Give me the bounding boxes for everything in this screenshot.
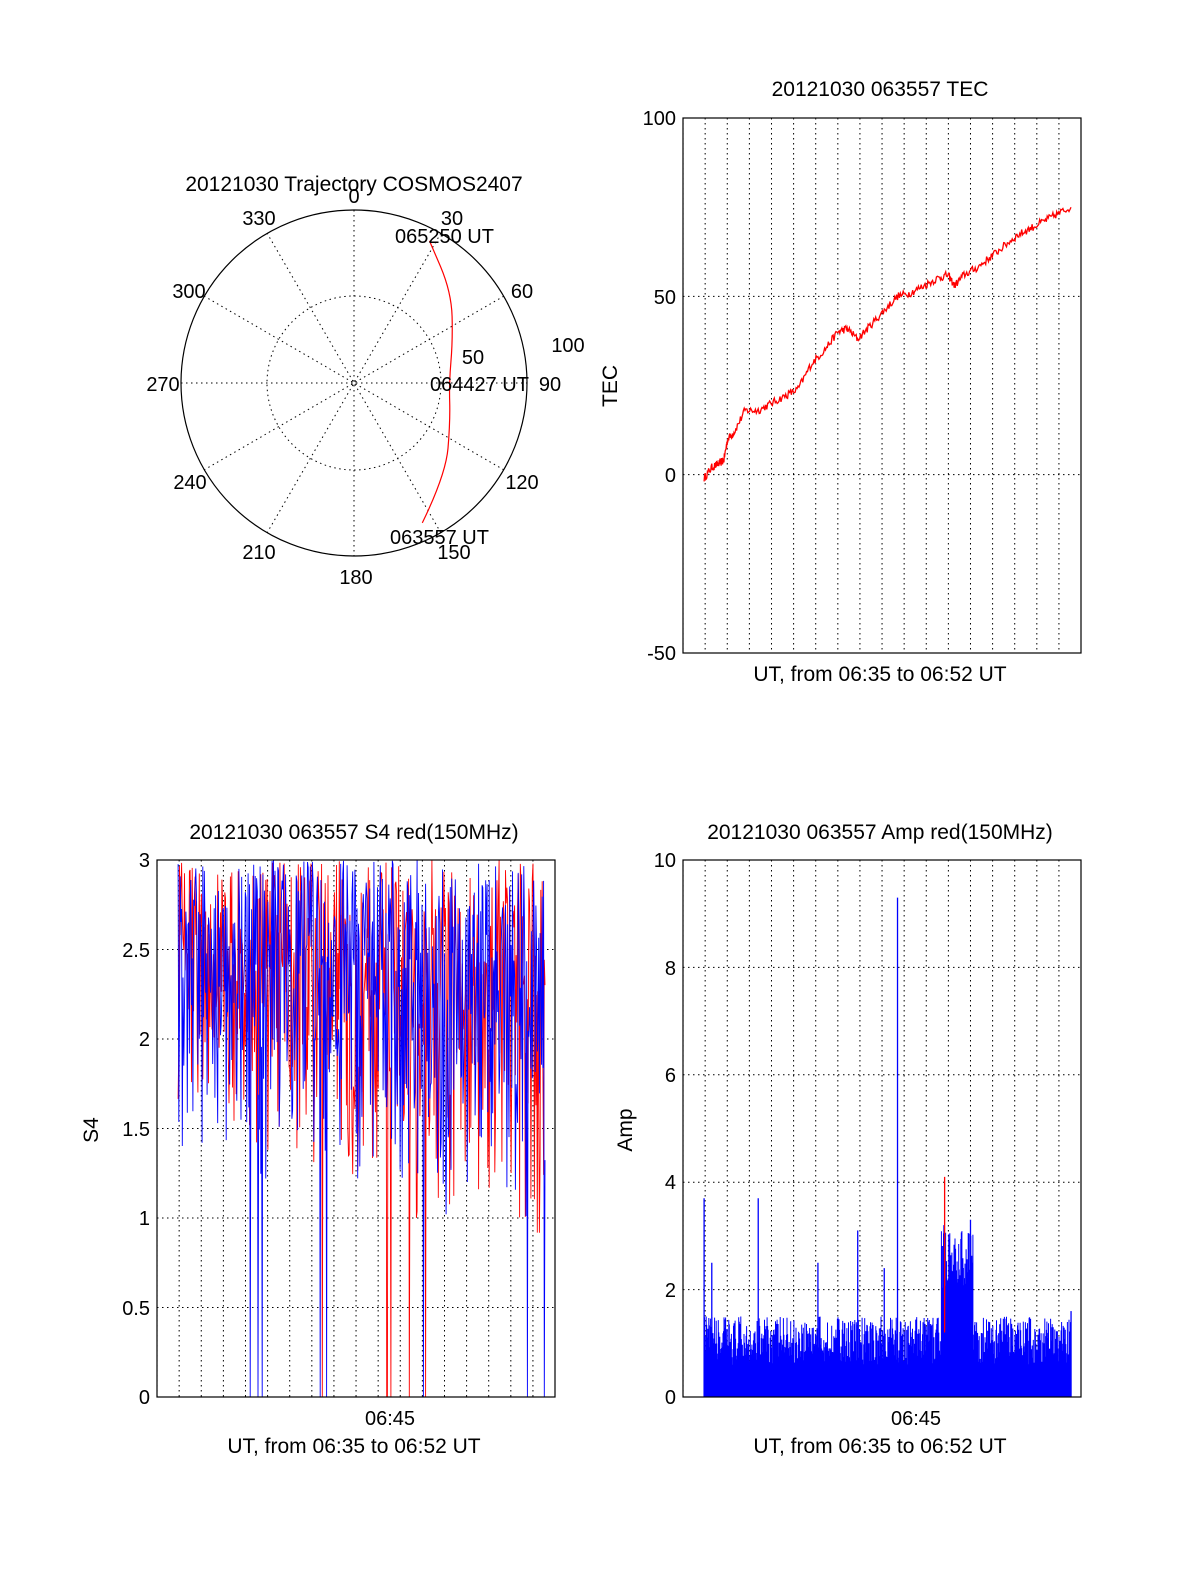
tec-ytick-100: 100 — [643, 108, 676, 130]
amp-ytick-8: 8 — [665, 958, 676, 980]
amp-ytick-6: 6 — [665, 1065, 676, 1087]
angle-label-0: 0 — [348, 186, 359, 208]
s4-series-blue — [177, 859, 546, 1398]
s4-xlabel: UT, from 06:35 to 06:52 UT — [227, 1435, 480, 1458]
radial-label-50: 50 — [462, 347, 484, 369]
s4-ytick-0: 0 — [139, 1387, 150, 1409]
tec-ytick-50: 50 — [654, 287, 676, 309]
tec-ytick-0: 0 — [665, 465, 676, 487]
tec-plot-frame — [682, 117, 1082, 654]
angle-label-240: 240 — [173, 472, 206, 494]
tec-panel: 20121030 063557 TEC 100 50 0 -50 TEC UT,… — [599, 78, 1082, 686]
polar-outer-circle — [180, 209, 528, 557]
s4-ylabel: S4 — [80, 1117, 103, 1143]
amp-ytick-10: 10 — [654, 850, 676, 872]
angle-label-210: 210 — [242, 542, 275, 564]
s4-ytick-2: 2 — [139, 1029, 150, 1051]
tec-xlabel: UT, from 06:35 to 06:52 UT — [753, 663, 1006, 686]
s4-xtick-0645: 06:45 — [365, 1408, 415, 1430]
angle-label-150: 150 — [437, 542, 470, 564]
angle-label-30: 30 — [441, 208, 463, 230]
amp-xtick-0645: 06:45 — [891, 1408, 941, 1430]
s4-series — [177, 859, 546, 1398]
angle-label-330: 330 — [242, 208, 275, 230]
amp-ytick-4: 4 — [665, 1172, 676, 1194]
amp-plot-frame — [682, 859, 1082, 1398]
s4-ytick-1: 1 — [139, 1208, 150, 1230]
amp-xlabel: UT, from 06:35 to 06:52 UT — [753, 1435, 1006, 1458]
s4-plot-frame — [156, 859, 556, 1398]
tec-ytick-neg50: -50 — [647, 643, 676, 665]
angle-label-180: 180 — [339, 567, 372, 589]
s4-ytick-2-5: 2.5 — [122, 940, 150, 962]
trajectory-panel: 20121030 Trajectory COSMOS2407 0 30 60 9… — [146, 173, 584, 589]
s4-panel: 20121030 063557 S4 red(150MHz) 3 2.5 2 1… — [80, 821, 556, 1458]
angle-label-270: 270 — [146, 374, 179, 396]
trajectory-start-time: 063557 UT — [390, 527, 489, 549]
trajectory-line — [421, 240, 453, 524]
polar-grid — [181, 210, 527, 556]
amp-series — [703, 897, 1072, 1397]
trajectory-title: 20121030 Trajectory COSMOS2407 — [185, 173, 522, 196]
angle-label-90: 90 — [539, 374, 561, 396]
trajectory-mid-time: 064427 UT — [430, 374, 529, 396]
s4-ytick-0-5: 0.5 — [122, 1298, 150, 1320]
amp-ylabel: Amp — [614, 1108, 637, 1151]
angle-label-300: 300 — [172, 281, 205, 303]
amp-ytick-2: 2 — [665, 1280, 676, 1302]
s4-ytick-1-5: 1.5 — [122, 1119, 150, 1141]
amp-title: 20121030 063557 Amp red(150MHz) — [707, 821, 1053, 844]
trajectory-end-time: 065250 UT — [395, 226, 494, 248]
angle-label-120: 120 — [505, 472, 538, 494]
tec-title: 20121030 063557 TEC — [772, 78, 989, 101]
s4-ytick-3: 3 — [139, 850, 150, 872]
amp-panel: 20121030 063557 Amp red(150MHz) 10 8 6 4… — [614, 821, 1082, 1458]
tec-series-line — [703, 206, 1072, 482]
amp-ytick-0: 0 — [665, 1387, 676, 1409]
radial-label-100: 100 — [551, 335, 584, 357]
tec-ylabel: TEC — [599, 365, 622, 407]
angle-label-60: 60 — [511, 281, 533, 303]
s4-title: 20121030 063557 S4 red(150MHz) — [189, 821, 518, 844]
